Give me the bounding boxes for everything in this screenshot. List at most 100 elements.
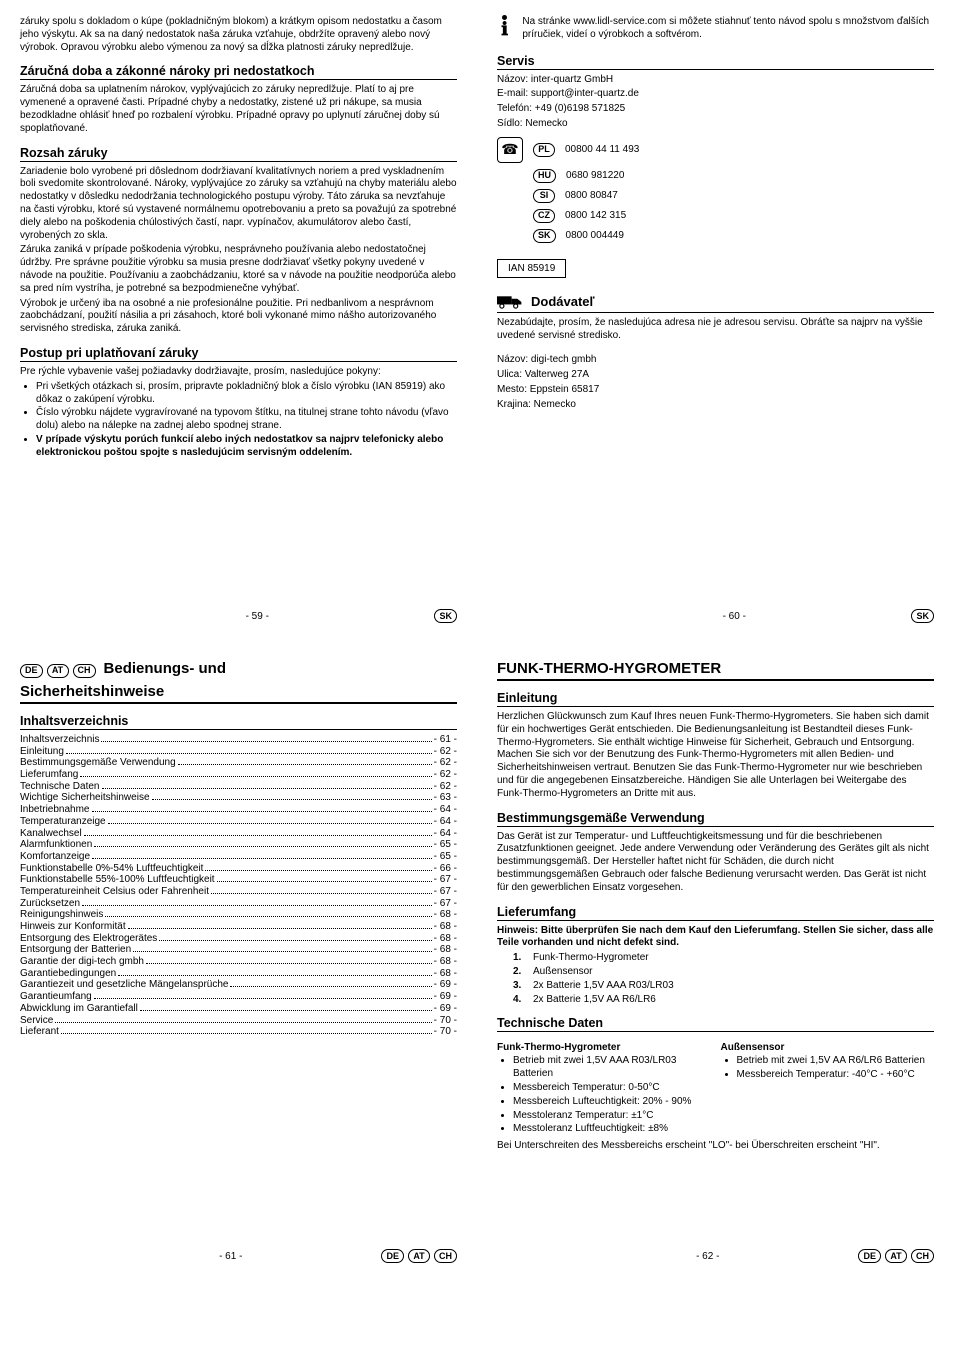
toc-page: - 65 - <box>434 851 457 863</box>
page-number: - 62 - <box>557 1251 858 1262</box>
supplier-country: Krajina: Nemecko <box>497 399 934 412</box>
toc-row: Einleitung- 62 - <box>20 746 457 758</box>
toc-row: Funktionstabelle 55%-100% Luftfeuchtigke… <box>20 874 457 886</box>
page-number: - 59 - <box>80 611 434 622</box>
toc-label: Kanalwechsel <box>20 828 82 840</box>
toc-dots <box>55 1017 431 1023</box>
toc-dots <box>108 818 432 824</box>
heading-scope-of-delivery: Lieferumfang <box>497 905 934 921</box>
warranty-claim-list: Pri všetkých otázkach si, prosím, pripra… <box>20 381 457 460</box>
toc-dots <box>84 830 432 836</box>
toc-page: - 70 - <box>434 1026 457 1038</box>
toc-label: Entsorgung des Elektrogerätes <box>20 933 157 945</box>
techdata-tail: Bei Unterschreiten des Messbereichs ersc… <box>497 1140 934 1153</box>
hotline-pl: 00800 44 11 493 <box>565 144 639 155</box>
toc-page: - 69 - <box>434 991 457 1003</box>
supplier-name: Názov: digi-tech gmbh <box>497 354 934 367</box>
toc-page: - 68 - <box>434 968 457 980</box>
toc-dots <box>66 748 432 754</box>
page-title-line2: Sicherheitshinweise <box>20 683 457 704</box>
page-footer: - 61 - DE AT CH <box>20 1244 457 1268</box>
heading-toc: Inhaltsverzeichnis <box>20 714 457 730</box>
list-item: Betrieb mit zwei 1,5V AA R6/LR6 Batterie… <box>737 1055 935 1068</box>
toc-label: Lieferant <box>20 1026 59 1038</box>
toc-dots <box>152 794 432 800</box>
list-item: V prípade výskytu porúch funkcií alebo i… <box>36 434 457 460</box>
list-item: Betrieb mit zwei 1,5V AAA R03/LR03 Batte… <box>513 1055 711 1081</box>
warranty-scope-b: Záruka zaniká v prípade poškodenia výrob… <box>20 244 457 295</box>
toc-page: - 68 - <box>434 933 457 945</box>
intro-text: Herzlichen Glückwunsch zum Kauf Ihres ne… <box>497 711 934 801</box>
toc-label: Funktionstabelle 55%-100% Luftfeuchtigke… <box>20 874 215 886</box>
toc-page: - 68 - <box>434 921 457 933</box>
toc-dots <box>105 911 431 917</box>
toc-page: - 62 - <box>434 781 457 793</box>
toc-page: - 61 - <box>434 734 457 746</box>
toc-dots <box>101 736 431 742</box>
heading-service: Servis <box>497 54 934 70</box>
toc-dots <box>102 783 432 789</box>
toc-dots <box>230 981 431 987</box>
toc-row: Abwicklung im Garantiefall - 69 - <box>20 1003 457 1015</box>
toc-page: - 64 - <box>434 804 457 816</box>
toc-label: Einleitung <box>20 746 64 758</box>
list-item: 2.Außensensor <box>533 966 934 979</box>
toc-dots <box>92 853 432 859</box>
list-number: 4. <box>513 994 521 1007</box>
hotline-sk: 0800 004449 <box>566 230 624 241</box>
toc-page: - 65 - <box>434 839 457 851</box>
list-item: Messtoleranz Temperatur: ±1°C <box>513 1110 711 1123</box>
lang-pill-pl: PL <box>533 143 555 157</box>
toc-label: Inhaltsverzeichnis <box>20 734 99 746</box>
toc-row: Reinigungshinweis- 68 - <box>20 909 457 921</box>
heading-supplier: Dodávateľ <box>531 294 595 309</box>
toc-page: - 63 - <box>434 792 457 804</box>
page-footer: - 62 - DE AT CH <box>497 1244 934 1268</box>
list-number: 2. <box>513 966 521 979</box>
toc-row: Garantieumfang - 69 - <box>20 991 457 1003</box>
toc-dots <box>211 888 432 894</box>
page-number: - 60 - <box>557 611 911 622</box>
toc-page: - 64 - <box>434 816 457 828</box>
toc-dots <box>205 865 431 871</box>
truck-icon <box>497 294 523 310</box>
techdata-col1-list: Betrieb mit zwei 1,5V AAA R03/LR03 Batte… <box>497 1055 711 1136</box>
list-item: 1.Funk-Thermo-Hygrometer <box>533 952 934 965</box>
phone-icon: ☎ <box>497 137 523 163</box>
toc-label: Garantieumfang <box>20 991 92 1003</box>
toc-label: Entsorgung der Batterien <box>20 944 131 956</box>
toc-dots <box>94 841 431 847</box>
toc-page: - 69 - <box>434 1003 457 1015</box>
toc-page: - 64 - <box>434 828 457 840</box>
techdata-col2-list: Betrieb mit zwei 1,5V AA R6/LR6 Batterie… <box>721 1055 935 1082</box>
page-footer: - 60 - SK <box>497 604 934 628</box>
page-title: FUNK-THERMO-HYGROMETER <box>497 660 934 681</box>
toc-page: - 70 - <box>434 1015 457 1027</box>
toc-row: Funktionstabelle 0%-54% Luftfeuchtigkeit… <box>20 863 457 875</box>
toc-label: Komfortanzeige <box>20 851 90 863</box>
page-footer: - 59 - SK <box>20 604 457 628</box>
toc-row: Alarmfunktionen- 65 - <box>20 839 457 851</box>
heading-intro: Einleitung <box>497 691 934 707</box>
toc-page: - 66 - <box>434 863 457 875</box>
toc-row: Technische Daten- 62 - <box>20 781 457 793</box>
list-number: 3. <box>513 980 521 993</box>
list-item: Číslo výrobku nájdete vygravírované na t… <box>36 407 457 433</box>
toc-label: Hinweis zur Konformität <box>20 921 126 933</box>
toc-row: Temperatureinheit Celsius oder Fahrenhei… <box>20 886 457 898</box>
list-number: 1. <box>513 952 521 965</box>
toc-row: Inhaltsverzeichnis - 61 - <box>20 734 457 746</box>
toc-label: Abwicklung im Garantiefall <box>20 1003 138 1015</box>
toc-row: Wichtige Sicherheitshinweise - 63 - <box>20 792 457 804</box>
toc-label: Wichtige Sicherheitshinweise <box>20 792 150 804</box>
toc-page: - 68 - <box>434 944 457 956</box>
service-email: E-mail: support@inter-quartz.de <box>497 88 934 101</box>
warranty-period-text: Záručná doba sa uplatnením nárokov, vypl… <box>20 84 457 135</box>
toc-row: Komfortanzeige - 65 - <box>20 851 457 863</box>
page-title-line1: Bedienungs- und <box>104 660 227 677</box>
toc-dots <box>140 1005 432 1011</box>
toc-row: Service- 70 - <box>20 1015 457 1027</box>
lang-pill-sk: SK <box>911 609 934 623</box>
hotline-hu: 0680 981220 <box>566 170 624 181</box>
toc-row: Entsorgung der Batterien - 68 - <box>20 944 457 956</box>
